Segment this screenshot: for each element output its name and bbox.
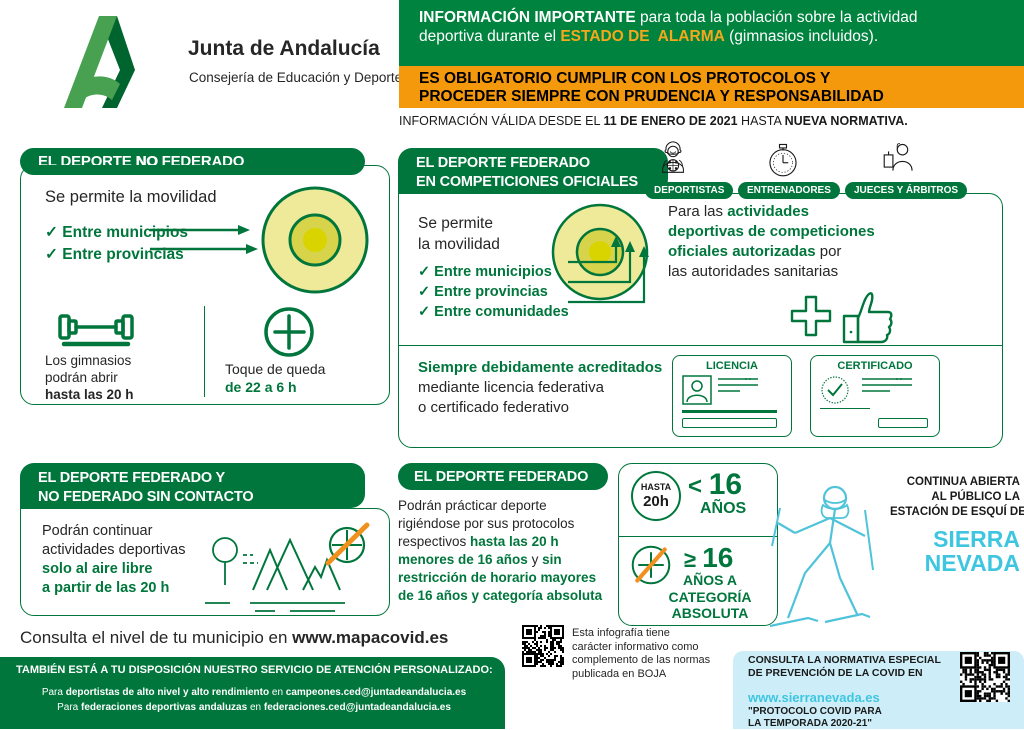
svg-text:20h: 20h <box>643 493 669 510</box>
svg-text:HASTA: HASTA <box>641 482 672 492</box>
